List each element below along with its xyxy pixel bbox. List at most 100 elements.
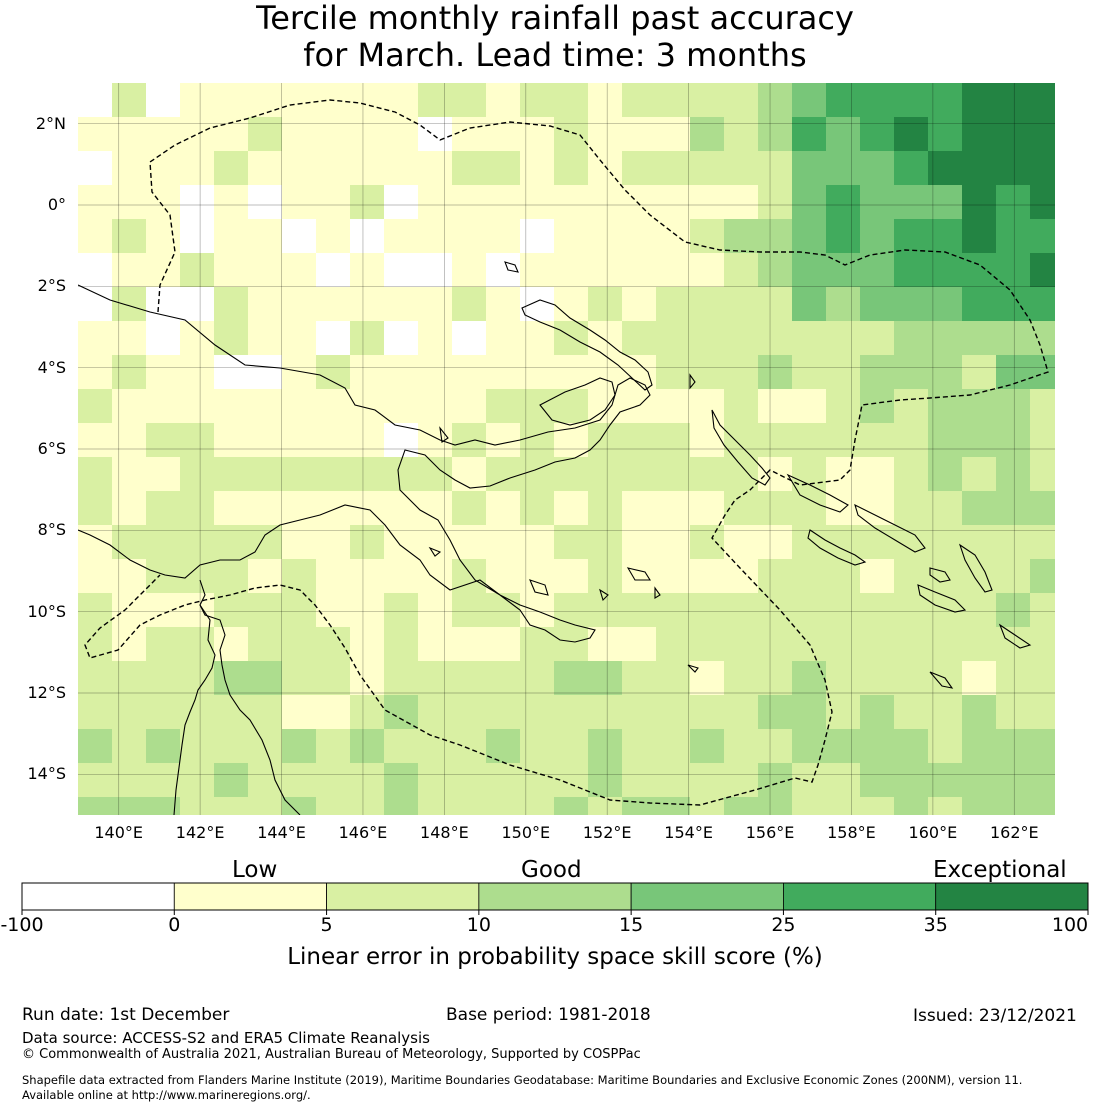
grid-cell: [690, 423, 725, 458]
grid-cell: [554, 491, 589, 526]
grid-cell: [180, 525, 215, 560]
grid-cell: [282, 593, 317, 628]
grid-cell: [180, 287, 215, 322]
grid-cell: [282, 423, 317, 458]
grid-cell: [486, 287, 521, 322]
grid-cell: [384, 253, 419, 288]
grid-cell: [588, 661, 623, 696]
grid-cell: [554, 695, 589, 730]
grid-cell: [316, 355, 351, 390]
grid-cell: [520, 355, 555, 390]
grid-cell: [860, 491, 895, 526]
grid-cell: [690, 117, 725, 152]
grid-cell: [724, 729, 759, 764]
latitude-tick: 12°S: [27, 683, 66, 702]
grid-cell: [418, 491, 453, 526]
grid-cell: [452, 729, 487, 764]
grid-cell: [962, 797, 997, 815]
grid-cell: [384, 559, 419, 594]
grid-cell: [758, 355, 793, 390]
grid-cell: [1030, 423, 1055, 458]
grid-cell: [384, 627, 419, 662]
new-britain-coastline: [521, 299, 653, 391]
grid-cell: [146, 355, 181, 390]
grid-cell: [1030, 253, 1055, 288]
latitude-tick: 4°S: [37, 357, 66, 377]
grid-cell: [214, 491, 249, 526]
grid-cell: [588, 559, 623, 594]
grid-cell: [146, 593, 181, 628]
grid-cell: [452, 219, 487, 254]
grid-cell: [622, 287, 657, 322]
grid-cell: [928, 253, 963, 288]
grid-cell: [112, 423, 147, 458]
grid-cell: [146, 389, 181, 424]
grid-cell: [452, 151, 487, 186]
grid-cell: [928, 219, 963, 254]
grid-cell: [826, 763, 861, 798]
grid-cell: [656, 729, 691, 764]
colorbar-tick: -100: [0, 914, 44, 936]
grid-cell: [996, 559, 1031, 594]
colorbar-segment: [783, 882, 937, 911]
longitude-tick: 162°E: [989, 823, 1039, 842]
grid-cell: [112, 457, 147, 492]
grid-cell: [78, 661, 113, 696]
grid-cell: [554, 661, 589, 696]
grid-cell: [1030, 457, 1055, 492]
grid-cell: [962, 355, 997, 390]
grid-cell: [962, 695, 997, 730]
grid-cell: [282, 287, 317, 322]
grid-cell: [452, 321, 487, 356]
grid-cell: [1030, 117, 1055, 152]
grid-cell: [860, 763, 895, 798]
grid-cell: [894, 729, 929, 764]
grid-cell: [656, 661, 691, 696]
grid-cell: [826, 729, 861, 764]
grid-cell: [1030, 525, 1055, 560]
grid-cell: [350, 185, 385, 220]
grid-cell: [452, 661, 487, 696]
grid-cell: [520, 559, 555, 594]
grid-cell: [724, 525, 759, 560]
grid-cell: [180, 457, 215, 492]
grid-cell: [724, 355, 759, 390]
grid-cell: [962, 117, 997, 152]
grid-cell: [792, 151, 827, 186]
grid-cell: [860, 525, 895, 560]
grid-cell: [724, 797, 759, 815]
grid-cell: [418, 287, 453, 322]
grid-cell: [962, 389, 997, 424]
grid-cell: [758, 729, 793, 764]
grid-cell: [826, 559, 861, 594]
grid-cell: [554, 355, 589, 390]
grid-cell: [656, 185, 691, 220]
grid-cell: [1030, 355, 1055, 390]
grid-cell: [350, 253, 385, 288]
grid-cell: [588, 219, 623, 254]
map-title-line-2: for March. Lead time: 3 months: [303, 36, 807, 74]
grid-cell: [282, 559, 317, 594]
grid-cell: [486, 797, 521, 815]
grid-cell: [724, 423, 759, 458]
grid-cell: [350, 355, 385, 390]
grid-cell: [588, 355, 623, 390]
grid-cell: [452, 695, 487, 730]
grid-cell: [758, 287, 793, 322]
grid-cell: [962, 253, 997, 288]
grid-cell: [588, 423, 623, 458]
grid-cell: [248, 185, 283, 220]
longitude-tick: 144°E: [257, 823, 306, 842]
grid-cell: [452, 287, 487, 322]
grid-cell: [78, 253, 113, 288]
grid-cell: [758, 389, 793, 424]
grid-cell: [962, 321, 997, 356]
grid-cell: [894, 151, 929, 186]
grid-cell: [282, 219, 317, 254]
grid-cell: [826, 695, 861, 730]
grid-cell: [1030, 763, 1055, 798]
category-good: Good: [521, 857, 582, 883]
grid-cell: [214, 661, 249, 696]
grid-cell: [214, 355, 249, 390]
grid-cell: [588, 491, 623, 526]
